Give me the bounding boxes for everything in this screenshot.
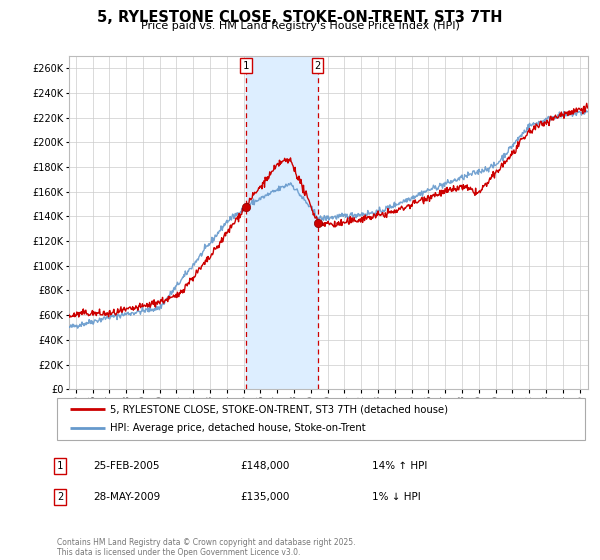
FancyBboxPatch shape [57, 398, 585, 440]
Text: 1: 1 [243, 61, 249, 71]
Text: £135,000: £135,000 [240, 492, 289, 502]
Text: HPI: Average price, detached house, Stoke-on-Trent: HPI: Average price, detached house, Stok… [110, 423, 365, 433]
Text: 2: 2 [314, 61, 321, 71]
Bar [246, 56, 318, 389]
Text: £148,000: £148,000 [240, 461, 289, 471]
Text: 1% ↓ HPI: 1% ↓ HPI [372, 492, 421, 502]
Text: Contains HM Land Registry data © Crown copyright and database right 2025.
This d: Contains HM Land Registry data © Crown c… [57, 538, 355, 557]
Text: 2: 2 [57, 492, 63, 502]
Text: 5, RYLESTONE CLOSE, STOKE-ON-TRENT, ST3 7TH: 5, RYLESTONE CLOSE, STOKE-ON-TRENT, ST3 … [97, 10, 503, 25]
Text: 14% ↑ HPI: 14% ↑ HPI [372, 461, 427, 471]
Text: 25-FEB-2005: 25-FEB-2005 [93, 461, 160, 471]
Text: Price paid vs. HM Land Registry's House Price Index (HPI): Price paid vs. HM Land Registry's House … [140, 21, 460, 31]
Text: 5, RYLESTONE CLOSE, STOKE-ON-TRENT, ST3 7TH (detached house): 5, RYLESTONE CLOSE, STOKE-ON-TRENT, ST3 … [110, 404, 448, 414]
Text: 28-MAY-2009: 28-MAY-2009 [93, 492, 160, 502]
Text: 1: 1 [57, 461, 63, 471]
